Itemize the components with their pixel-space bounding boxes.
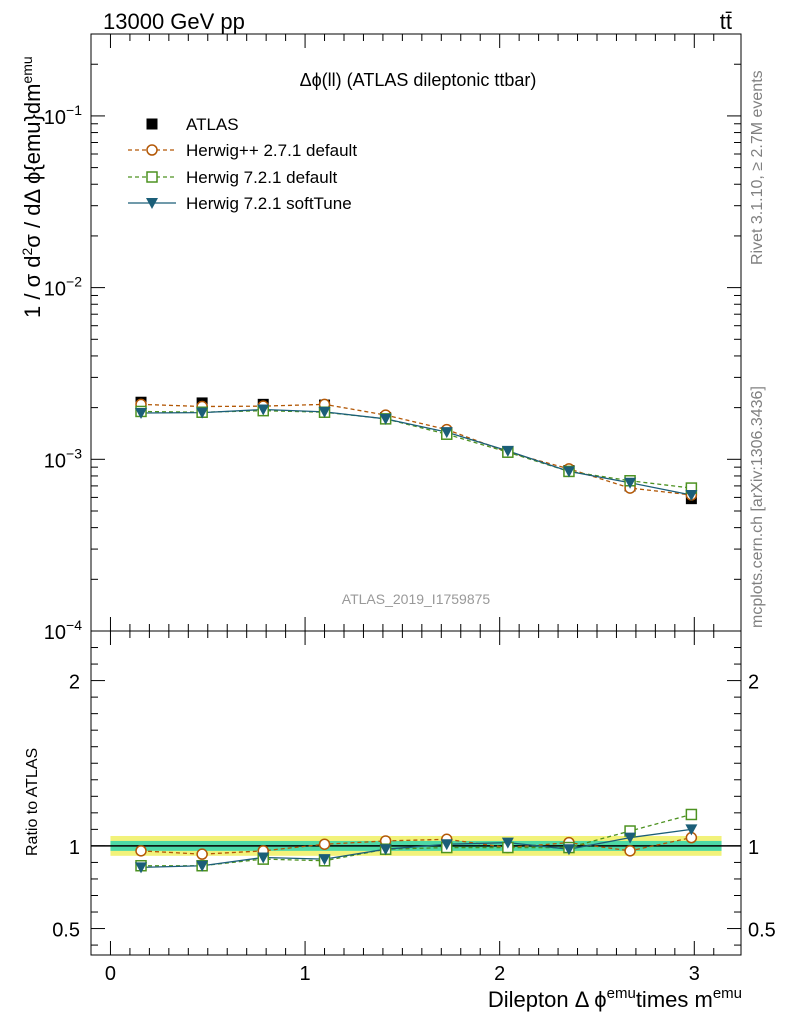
- y-tick-label: 10−4: [44, 617, 82, 644]
- series-line-herwigpp: [140, 403, 692, 496]
- ratio-point-softtune: [562, 844, 575, 856]
- ratio-point-herwigpp: [624, 845, 636, 857]
- series-line-herwig721: [141, 410, 692, 489]
- y-tick-label: 10−1: [44, 102, 82, 129]
- ratio-y-tick-label: 0.5: [52, 920, 80, 942]
- mcplots-label: mcplots.cern.ch [arXiv:1306.3436]: [749, 386, 766, 628]
- ratio-point-herwig721: [685, 808, 698, 821]
- legend-label-atlas: ATLAS: [186, 115, 239, 134]
- legend-marker-herwigpp: [146, 144, 158, 156]
- ratio-y-tick-label: 1: [69, 837, 80, 859]
- ratio-point-softtune: [685, 824, 698, 836]
- main-plot-panel: 10−1 10−2 10−3 10−4: [44, 33, 742, 644]
- analysis-id: ATLAS_2019_I1759875: [342, 591, 491, 607]
- y-tick-label: 10−3: [44, 445, 82, 472]
- ratio-plot-panel: 0.5 0.5 1 1 2 2 0 1 2 3: [52, 630, 776, 985]
- x-tick-label: 1: [300, 963, 311, 985]
- ratio-y-tick-label-right: 1: [748, 837, 759, 859]
- legend-label-herwig721: Herwig 7.2.1 default: [186, 168, 337, 187]
- legend-label-softtune: Herwig 7.2.1 softTune: [186, 194, 352, 213]
- ratio-point-softtune: [257, 852, 270, 864]
- ratio-point-softtune: [440, 839, 453, 851]
- y-axis-label-main: 1 / σ d2σ / dΔ ϕ{emu}dmemu: [19, 56, 45, 318]
- x-tick-label: 2: [494, 963, 505, 985]
- ratio-point-softtune: [379, 844, 392, 856]
- ratio-line-softtune: [140, 828, 692, 869]
- ratio-point-herwigpp: [135, 845, 147, 857]
- plot-title: Δϕ(ll) (ATLAS dileptonic ttbar): [300, 70, 537, 90]
- rivet-label: Rivet 3.1.10, ≥ 2.7M events: [749, 70, 766, 265]
- legend-marker-herwig721: [146, 171, 158, 183]
- ratio-line-herwigpp: [140, 836, 692, 855]
- legend-label-herwigpp: Herwig++ 2.7.1 default: [186, 141, 357, 160]
- ratio-y-tick-label-right: 2: [748, 672, 759, 694]
- y-axis-label-ratio: Ratio to ATLAS: [24, 748, 41, 856]
- ratio-point-softtune: [135, 862, 148, 874]
- x-axis-label: Dilepton Δ ϕemutimes memu: [488, 985, 742, 1012]
- data-point-softtune: [685, 489, 698, 501]
- ratio-point-herwigpp: [196, 848, 208, 860]
- y-tick-label: 10−2: [44, 274, 82, 301]
- ratio-point-herwigpp: [318, 838, 331, 850]
- x-tick-label: 3: [689, 963, 700, 985]
- legend-marker-softtune: [146, 198, 158, 209]
- legend: ATLAS Herwig++ 2.7.1 default Herwig 7.2.1 …: [128, 115, 357, 213]
- ratio-y-tick-label-right: 0.5: [748, 920, 776, 942]
- x-tick-label: 0: [105, 963, 116, 985]
- ratio-point-softtune: [318, 854, 331, 866]
- data-point-softtune: [196, 407, 209, 419]
- data-point-softtune: [624, 477, 637, 489]
- legend-marker-atlas: [146, 118, 158, 130]
- ratio-point-softtune: [196, 860, 209, 872]
- data-point-softtune: [440, 427, 453, 439]
- ratio-point-softtune: [624, 832, 637, 844]
- data-point-softtune: [501, 445, 514, 457]
- data-point-softtune: [379, 413, 392, 425]
- ratio-y-tick-label: 2: [69, 672, 80, 694]
- process-label: tt̄: [720, 9, 732, 34]
- series-line-softtune: [141, 408, 692, 496]
- data-point-softtune: [318, 406, 331, 418]
- ratio-frame: [90, 630, 742, 956]
- data-point-softtune: [257, 404, 270, 416]
- data-point-softtune: [562, 466, 575, 478]
- ratio-point-softtune: [501, 837, 514, 849]
- energy-label: 13000 GeV pp: [103, 9, 245, 34]
- data-point-softtune: [135, 408, 148, 420]
- ratio-line-herwig721: [141, 813, 692, 867]
